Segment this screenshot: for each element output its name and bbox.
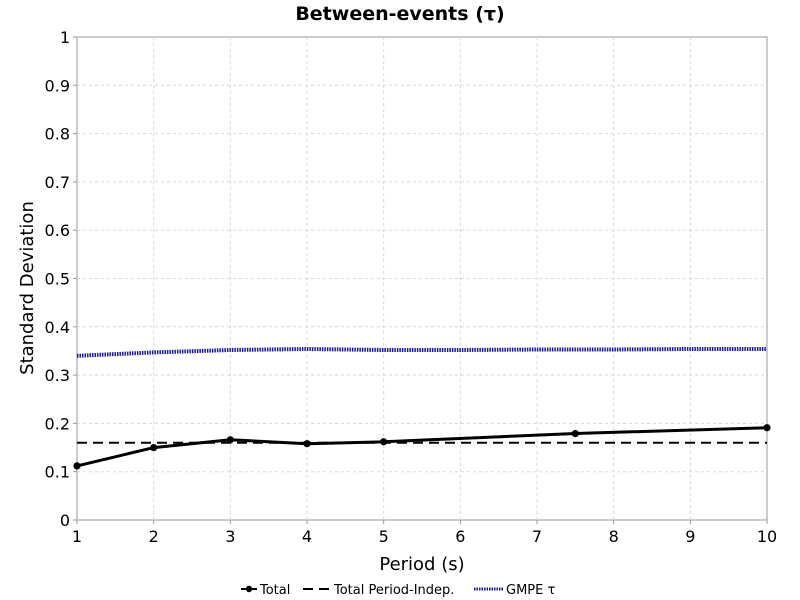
y-tick-label-2: 0.2	[45, 414, 70, 433]
series-0-point-1	[150, 443, 158, 452]
x-axis-ticks: 1 2 3 4 5 6 7 8 9 10	[72, 520, 777, 546]
legend-marker-0	[245, 585, 253, 593]
series-0-point-5	[571, 429, 579, 438]
y-tick-label-8: 0.8	[45, 125, 70, 144]
x-tick-label-0: 1	[72, 527, 82, 546]
series-layer	[73, 346, 771, 470]
x-tick-label-7: 8	[609, 527, 619, 546]
grid	[77, 37, 767, 520]
y-tick-label-1: 0.1	[45, 463, 70, 482]
y-tick-label-4: 0.4	[45, 318, 70, 337]
series-0-point-0	[73, 462, 81, 470]
chart-title: Between-events (τ)	[295, 3, 504, 25]
y-axis-ticks: 0 0.1 0.2 0.3 0.4 0.5 0.6 0.7 0.8 0.9 1	[45, 28, 77, 530]
x-tick-label-8: 9	[685, 527, 695, 546]
x-axis-label: Period (s)	[379, 554, 464, 575]
x-tick-label-2: 3	[225, 527, 235, 546]
legend-label-2: GMPE τ	[506, 583, 555, 598]
y-tick-label-5: 0.5	[45, 270, 70, 289]
x-tick-label-6: 7	[532, 527, 542, 546]
x-tick-label-3: 4	[302, 527, 312, 546]
x-tick-label-1: 2	[149, 527, 159, 546]
x-tick-label-4: 5	[379, 527, 389, 546]
y-tick-label-0: 0	[60, 511, 70, 530]
y-tick-label-6: 0.6	[45, 221, 70, 240]
x-tick-label-9: 10	[757, 527, 777, 546]
series-0-point-2	[226, 436, 234, 444]
y-tick-label-7: 0.7	[45, 173, 70, 192]
y-tick-label-9: 0.9	[45, 76, 70, 95]
series-0-point-6	[763, 424, 771, 432]
x-tick-label-5: 6	[455, 527, 465, 546]
legend: Total Total Period-Indep. GMPE τ	[241, 583, 555, 598]
y-axis-label: Standard Deviation	[17, 201, 38, 375]
y-tick-label-3: 0.3	[45, 366, 70, 385]
legend-label-0: Total	[259, 583, 290, 598]
y-tick-label-10: 1	[60, 28, 70, 47]
legend-label-1: Total Period-Indep.	[333, 583, 454, 598]
series-line-2	[76, 346, 767, 358]
